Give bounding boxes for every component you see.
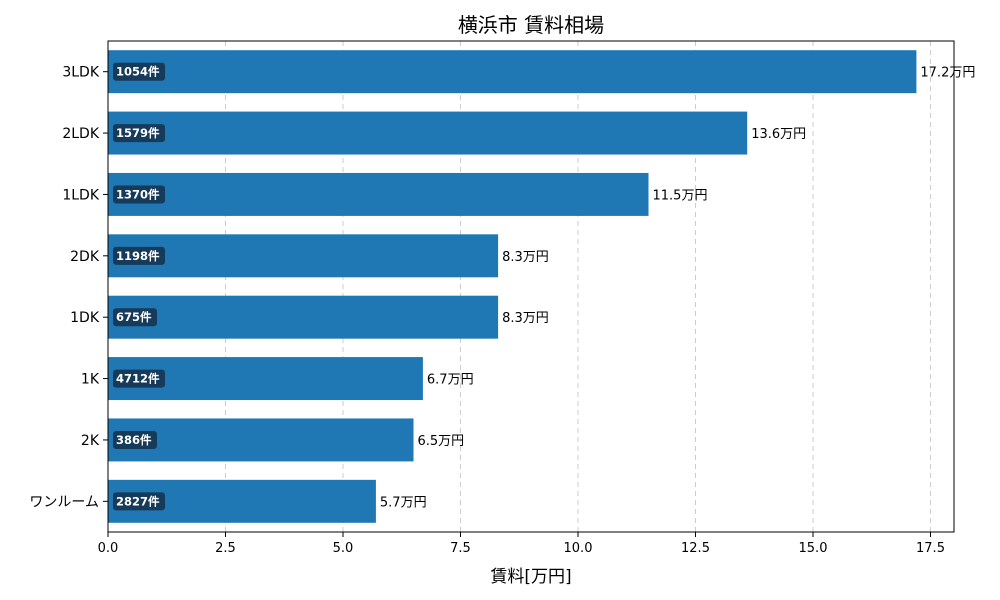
count-label: 386件 — [116, 433, 152, 447]
y-tick-label: 1LDK — [62, 187, 99, 203]
count-badge — [113, 124, 165, 143]
y-tick-label: 3LDK — [62, 65, 99, 81]
y-axis-ticks: 3LDK 2LDK 1LDK 2DK 1DK 1K 2K ワンルーム — [29, 65, 108, 510]
x-tick-label: 5.0 — [333, 541, 354, 556]
bar — [108, 50, 917, 94]
y-tick-label: 2LDK — [62, 126, 99, 142]
x-tick-label: 0.0 — [98, 541, 119, 556]
value-label: 5.7万円 — [380, 495, 427, 510]
value-label: 11.5万円 — [653, 188, 708, 203]
count-badge — [113, 246, 165, 265]
count-badge — [113, 185, 165, 204]
y-tick-label: 2K — [81, 433, 100, 449]
x-tick-label: 7.5 — [450, 541, 471, 556]
bar — [108, 172, 649, 216]
x-tick-label: 17.5 — [916, 541, 945, 556]
x-axis-label: 賃料[万円] — [490, 567, 571, 587]
x-tick-label: 10.0 — [564, 541, 593, 556]
bar — [108, 418, 414, 462]
value-label: 17.2万円 — [920, 66, 975, 81]
count-label: 1579件 — [116, 126, 160, 140]
value-label: 8.3万円 — [502, 311, 549, 326]
chart-title: 横浜市 賃料相場 — [458, 13, 604, 37]
count-label: 675件 — [116, 310, 152, 324]
count-label: 1054件 — [116, 65, 160, 79]
bar — [108, 234, 499, 278]
count-badge — [113, 308, 157, 327]
value-label: 13.6万円 — [751, 127, 806, 142]
value-label: 6.7万円 — [427, 373, 474, 388]
y-tick-label: 1K — [81, 372, 100, 388]
x-axis-ticks: 0.0 2.5 5.0 7.5 10.0 12.5 15.0 17.5 — [98, 532, 945, 556]
count-badge — [113, 369, 165, 388]
count-label: 2827件 — [116, 494, 160, 508]
count-label: 4712件 — [116, 372, 160, 386]
count-label: 1198件 — [116, 249, 160, 263]
x-tick-label: 2.5 — [215, 541, 236, 556]
value-label: 6.5万円 — [418, 434, 465, 449]
x-tick-label: 12.5 — [681, 541, 710, 556]
x-tick-label: 15.0 — [799, 541, 828, 556]
bar — [108, 295, 499, 339]
count-label: 1370件 — [116, 187, 160, 201]
bar — [108, 111, 748, 155]
count-badge — [113, 430, 157, 449]
y-tick-label: ワンルーム — [29, 494, 99, 510]
bars-layer: 1054件 17.2万円 1579件 13.6万円 1370件 11.5万円 1198件 8.… — [108, 50, 975, 523]
y-tick-label: 1DK — [70, 310, 100, 326]
plot-frame — [107, 40, 955, 533]
y-tick-label: 2DK — [70, 249, 100, 265]
value-label: 8.3万円 — [502, 250, 549, 265]
count-badge — [113, 62, 165, 81]
count-badge — [113, 492, 165, 511]
